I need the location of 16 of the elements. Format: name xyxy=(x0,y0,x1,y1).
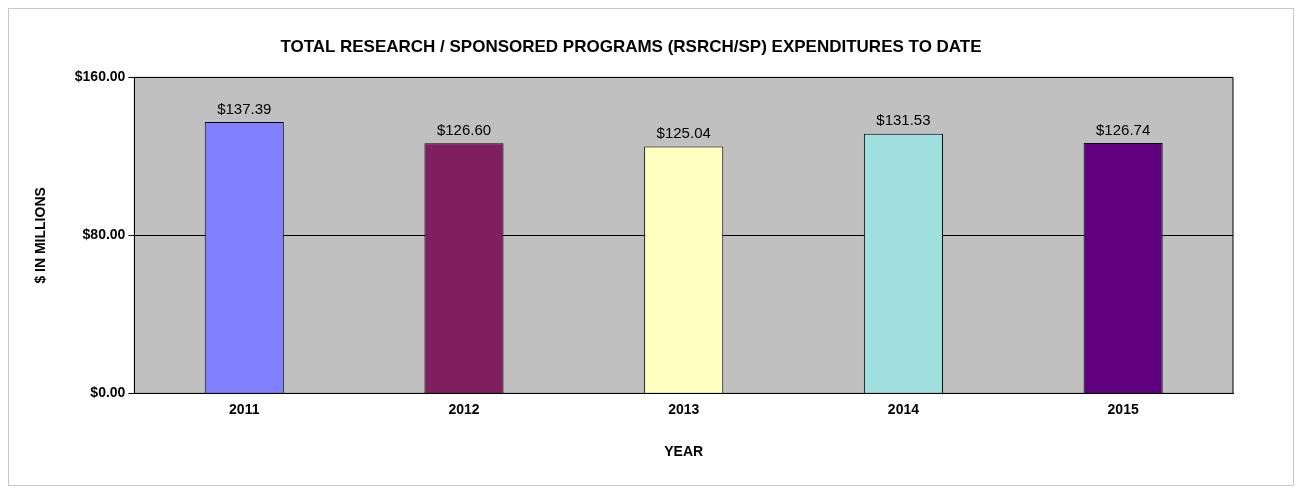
y-tick-label: $160.00 xyxy=(74,68,126,85)
data-label: $126.74 xyxy=(1096,120,1151,138)
data-label: $126.60 xyxy=(436,121,492,139)
data-label: $125.04 xyxy=(656,124,711,142)
data-label: $131.53 xyxy=(876,111,931,129)
data-label: $137.39 xyxy=(217,99,272,117)
x-tick-label: 2015 xyxy=(1107,400,1139,417)
y-axis-title: $ IN MILLIONS xyxy=(32,187,49,284)
chart-title: TOTAL RESEARCH / SPONSORED PROGRAMS (RSRCH/SP) EXPENDITURES TO DATE xyxy=(280,36,982,56)
y-tick-label: $0.00 xyxy=(90,384,126,401)
x-axis-title: YEAR xyxy=(664,443,704,460)
x-tick-label: 2013 xyxy=(668,400,700,417)
x-tick-label: 2014 xyxy=(887,400,920,417)
x-tick-label: 2011 xyxy=(229,400,260,417)
y-tick-label: $80.00 xyxy=(82,226,126,243)
x-tick-label: 2012 xyxy=(448,400,480,417)
